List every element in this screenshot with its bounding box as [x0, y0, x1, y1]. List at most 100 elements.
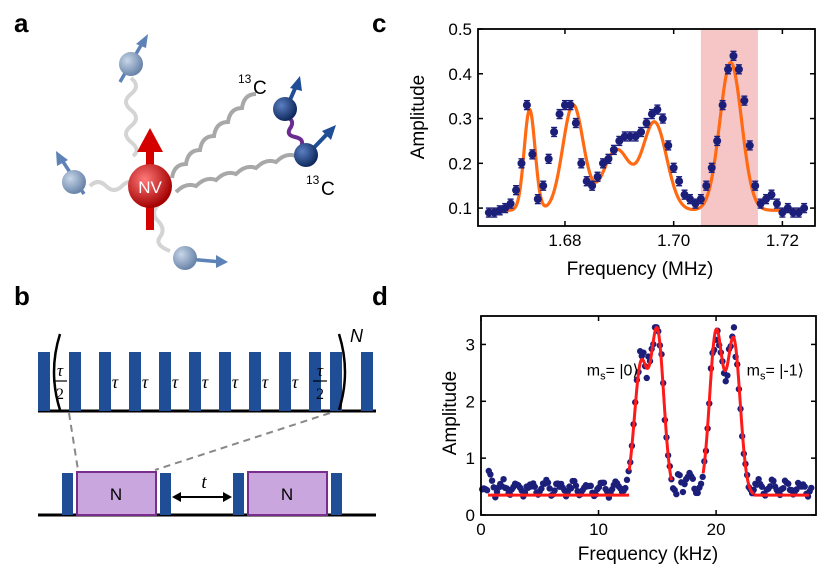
data-point	[766, 483, 774, 490]
data-point	[734, 65, 743, 74]
y-tick-label: 2	[466, 392, 475, 411]
data-point	[770, 477, 777, 485]
data-point	[640, 349, 647, 356]
plot-frame	[477, 28, 816, 227]
data-point	[550, 127, 559, 136]
coupling-wave-c13	[284, 115, 305, 148]
y-tick-label: 0.5	[448, 20, 472, 39]
top-pulse	[330, 352, 342, 411]
annotation-ms-minus1: ms= |-1⟩	[747, 363, 804, 383]
tau-half-denominator: 2	[56, 386, 64, 403]
data-point	[609, 145, 618, 154]
data-point	[713, 136, 722, 145]
dd-block-2-label: N	[281, 485, 293, 504]
x-tick-label: 1.70	[657, 231, 690, 250]
data-point	[588, 181, 597, 190]
top-pulse	[99, 352, 111, 411]
data-point	[577, 159, 586, 168]
top-pulse	[159, 352, 171, 411]
tau-half-denominator: 2	[316, 386, 324, 403]
data-point	[604, 154, 613, 163]
data-point	[642, 119, 651, 128]
c13-mass-upper: 13	[238, 72, 252, 86]
tau-label: τ	[112, 372, 119, 392]
data-point	[643, 374, 650, 382]
data-point	[544, 154, 553, 163]
data-point	[801, 483, 808, 490]
x-tick-label: 1.68	[548, 231, 581, 250]
data-point	[501, 204, 510, 213]
tau-label: τ	[172, 372, 179, 392]
data-point	[680, 190, 689, 199]
x-tick-label: 0	[476, 520, 485, 539]
data-point	[631, 132, 640, 141]
tau-label: τ	[232, 372, 239, 392]
dd-block-1-label: N	[110, 485, 122, 504]
data-point	[697, 480, 705, 488]
data-point	[702, 181, 711, 190]
top-pulse	[69, 352, 81, 411]
panel-label-a: a	[14, 8, 29, 38]
bottom-pulse	[160, 473, 171, 515]
data-point	[488, 477, 496, 484]
data-point	[615, 136, 624, 145]
data-point	[544, 479, 552, 486]
spin-left	[56, 151, 86, 195]
spin-top	[118, 34, 148, 83]
data-point	[722, 378, 729, 385]
data-point	[512, 186, 521, 195]
top-pulse	[249, 352, 261, 411]
y-tick-label: 0.3	[448, 110, 472, 129]
c13-symbol-lower: C	[321, 179, 335, 200]
nv-label: NV	[138, 178, 162, 197]
data-point	[696, 195, 705, 204]
x-tick-label: 10	[589, 520, 608, 539]
data-point	[679, 488, 687, 496]
data-point	[675, 177, 684, 186]
panel-label-d: d	[372, 281, 388, 311]
data-point	[755, 475, 762, 483]
data-point	[758, 483, 766, 490]
data-point	[751, 181, 760, 190]
data-point	[653, 105, 662, 114]
data-point	[572, 482, 580, 489]
coupling-wave-upper-right	[170, 92, 257, 179]
left-bracket	[52, 333, 62, 411]
coupling-wave-top	[124, 76, 139, 158]
data-point	[778, 208, 787, 217]
data-point	[730, 324, 738, 331]
tau-label: τ	[262, 372, 269, 392]
dd-block-2	[247, 471, 328, 516]
data-point	[528, 150, 537, 159]
data-point	[658, 114, 667, 123]
panel-label-c: c	[372, 8, 386, 38]
data-point	[707, 163, 716, 172]
tau-label: τ	[292, 372, 299, 392]
data-point	[724, 372, 731, 379]
data-point	[808, 484, 815, 492]
highlight-band	[700, 29, 758, 226]
top-pulse	[129, 352, 141, 411]
c13-label-lower: 13 C	[306, 173, 335, 200]
data-point	[780, 484, 787, 492]
chart-d-ylabel: Amplitude	[440, 371, 461, 456]
data-point	[522, 101, 531, 110]
bottom-pulse	[62, 473, 73, 515]
data-point	[555, 110, 564, 119]
data-point	[762, 195, 771, 204]
data-point	[539, 181, 548, 190]
data-point	[567, 485, 575, 492]
t-arrow-left-head	[172, 492, 181, 502]
data-point	[785, 480, 792, 487]
data-point	[669, 163, 678, 172]
chart-d: Frequency (kHz) Amplitude 0 10 20 0 1 2 3 ms= |…	[440, 315, 817, 565]
nv-center: NV	[128, 128, 172, 230]
tau-half-numerator: τ	[317, 361, 324, 380]
c13-spin-upper	[273, 76, 302, 121]
data-point	[503, 485, 511, 492]
t-arrow-right-head	[223, 492, 232, 502]
c13-symbol-upper: C	[253, 78, 267, 99]
